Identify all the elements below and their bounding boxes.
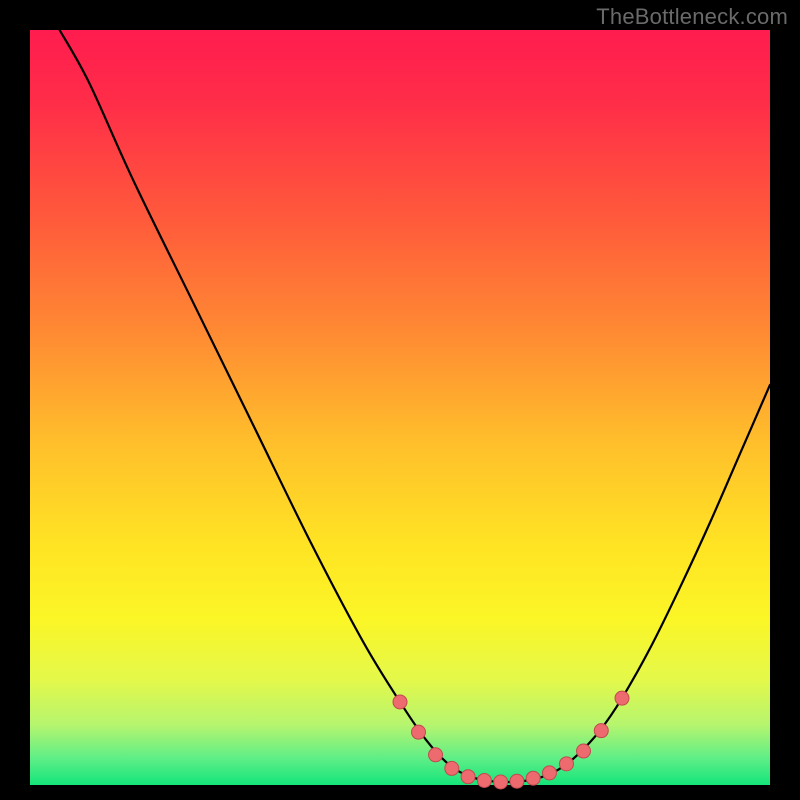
data-marker [560, 757, 574, 771]
data-marker [477, 773, 491, 787]
data-marker [461, 770, 475, 784]
data-marker [393, 695, 407, 709]
data-marker [526, 771, 540, 785]
bottleneck-chart [0, 0, 800, 800]
plot-background [30, 30, 770, 785]
data-marker [577, 744, 591, 758]
watermark-text: TheBottleneck.com [596, 4, 788, 30]
data-marker [615, 691, 629, 705]
data-marker [412, 725, 426, 739]
data-marker [445, 761, 459, 775]
data-marker [494, 775, 508, 789]
data-marker [429, 748, 443, 762]
data-marker [542, 766, 556, 780]
data-marker [510, 774, 524, 788]
data-marker [594, 724, 608, 738]
